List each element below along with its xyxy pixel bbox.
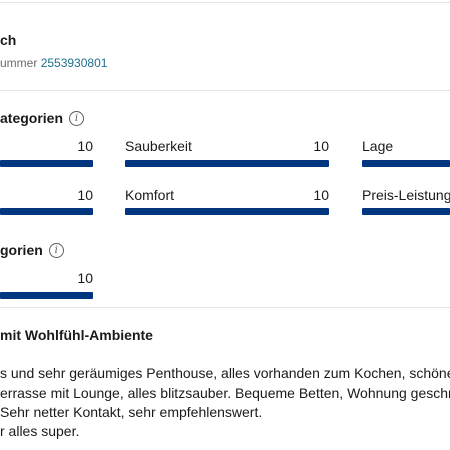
category-bar xyxy=(0,208,93,215)
categories-heading: ategorien i xyxy=(0,110,85,126)
category-label-preis-leistung: Preis-Leistungs xyxy=(362,187,450,203)
divider xyxy=(0,90,450,91)
top-divider xyxy=(0,2,450,3)
sub-categories-heading: gorien i xyxy=(0,242,64,258)
review-text-line: Sehr netter Kontakt, sehr empfehlenswert… xyxy=(0,404,263,420)
info-icon[interactable]: i xyxy=(69,110,85,126)
category-bar xyxy=(0,160,93,167)
info-icon[interactable]: i xyxy=(48,242,64,258)
category-score: 10 xyxy=(313,138,329,154)
divider xyxy=(0,307,450,308)
category-label-komfort: Komfort xyxy=(125,187,175,203)
category-bar xyxy=(125,208,329,215)
booking-number[interactable]: 2553930801 xyxy=(40,56,108,70)
categories-title: ategorien xyxy=(0,110,64,126)
booking-label: ummer xyxy=(0,56,38,70)
review-text-line: r alles super. xyxy=(0,423,80,439)
category-label-lage: Lage xyxy=(362,138,394,154)
sub-categories-title: gorien xyxy=(0,242,43,258)
category-bar xyxy=(362,160,450,167)
category-score: 10 xyxy=(313,187,329,203)
review-text-line: errasse mit Lounge, alles blitzsauber. B… xyxy=(0,385,450,401)
category-score: 10 xyxy=(77,270,93,286)
review-title: mit Wohlfühl-Ambiente xyxy=(0,327,153,343)
category-score: 10 xyxy=(77,187,93,203)
category-bar xyxy=(0,292,93,299)
category-label-sauberkeit: Sauberkeit xyxy=(125,138,192,154)
category-score: 10 xyxy=(77,138,93,154)
booking-number-line: ummer 2553930801 xyxy=(0,56,107,70)
reviewer-name: ch xyxy=(0,32,17,48)
category-bar xyxy=(125,160,329,167)
category-bar xyxy=(362,208,450,215)
review-text-line: s und sehr geräumiges Penthouse, alles v… xyxy=(0,365,450,381)
